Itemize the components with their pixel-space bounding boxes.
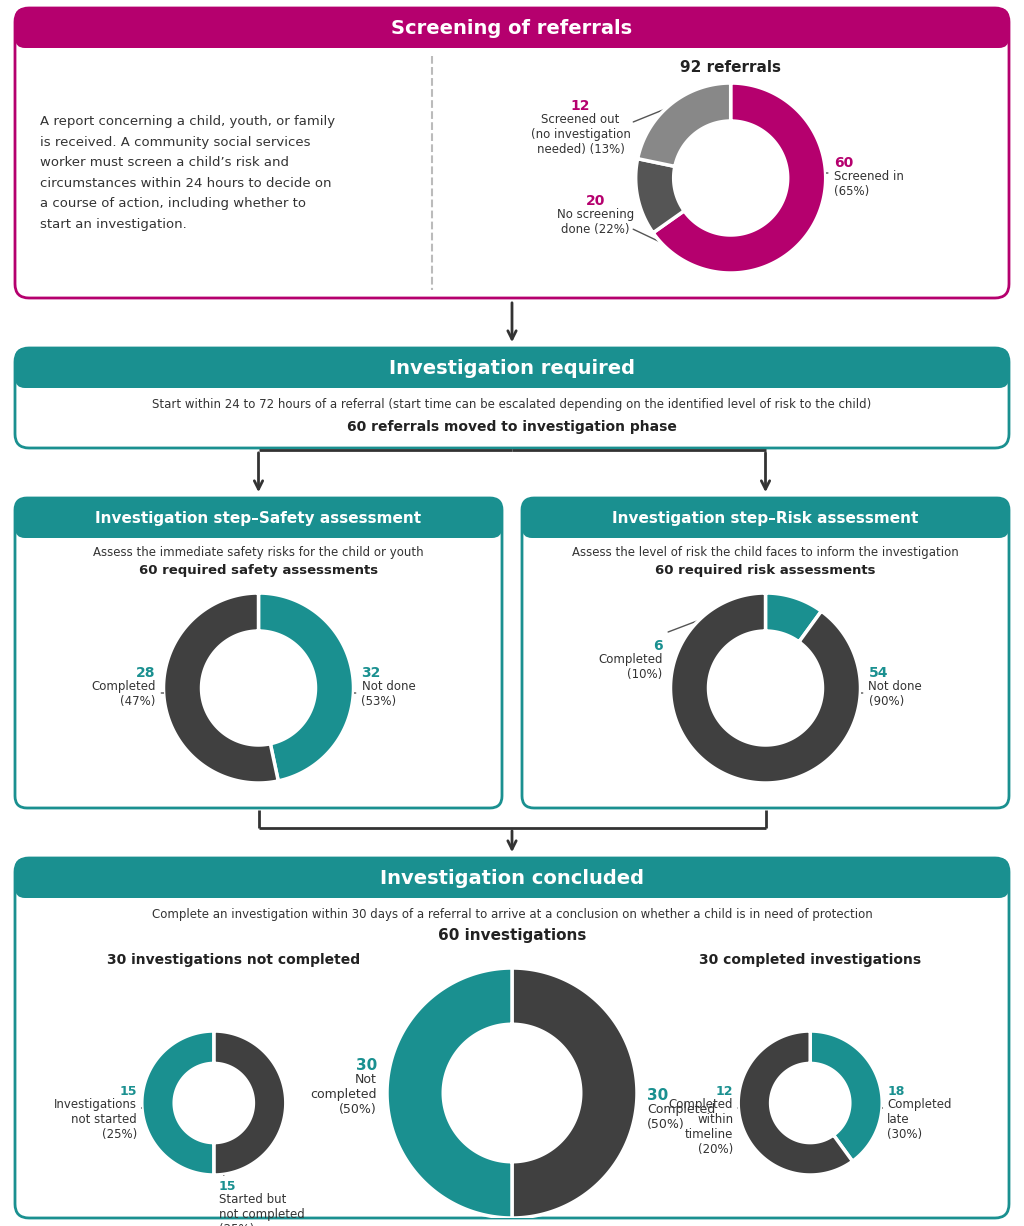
Text: 60 referrals moved to investigation phase: 60 referrals moved to investigation phas…: [347, 421, 677, 434]
Text: 18: 18: [887, 1085, 904, 1098]
Text: 92 referrals: 92 referrals: [680, 60, 781, 75]
FancyBboxPatch shape: [15, 9, 1009, 48]
Text: 15: 15: [120, 1085, 137, 1098]
Polygon shape: [638, 83, 731, 167]
Text: Assess the immediate safety risks for the child or youth: Assess the immediate safety risks for th…: [93, 546, 424, 559]
Text: 12: 12: [716, 1085, 733, 1098]
FancyBboxPatch shape: [15, 348, 1009, 387]
Polygon shape: [738, 1031, 853, 1175]
Text: 60 required safety assessments: 60 required safety assessments: [139, 564, 378, 577]
Text: 32: 32: [361, 666, 381, 680]
FancyBboxPatch shape: [522, 498, 1009, 808]
Text: 30: 30: [647, 1087, 669, 1103]
FancyBboxPatch shape: [15, 498, 502, 808]
Polygon shape: [512, 969, 637, 1217]
Polygon shape: [810, 1031, 883, 1161]
Polygon shape: [671, 593, 860, 783]
Text: Investigation step–Safety assessment: Investigation step–Safety assessment: [95, 510, 422, 526]
FancyBboxPatch shape: [15, 348, 1009, 447]
Text: Not
completed
(50%): Not completed (50%): [310, 1073, 377, 1116]
Text: Investigation step–Risk assessment: Investigation step–Risk assessment: [612, 510, 919, 526]
Text: 30 investigations not completed: 30 investigations not completed: [108, 953, 360, 967]
Text: Screened in
(65%): Screened in (65%): [834, 170, 903, 199]
Text: 28: 28: [136, 666, 156, 680]
Text: Completed
(50%): Completed (50%): [647, 1103, 715, 1132]
Text: Not done
(90%): Not done (90%): [868, 680, 923, 707]
Text: 6: 6: [653, 639, 663, 653]
Polygon shape: [164, 593, 279, 783]
FancyBboxPatch shape: [15, 858, 1009, 1217]
Text: Assess the level of risk the child faces to inform the investigation: Assess the level of risk the child faces…: [572, 546, 958, 559]
Text: 60 required risk assessments: 60 required risk assessments: [655, 564, 876, 577]
Text: Started but
not completed
(25%): Started but not completed (25%): [219, 1193, 304, 1226]
Text: Screened out
(no investigation
needed) (13%): Screened out (no investigation needed) (…: [530, 113, 631, 156]
Text: Investigations
not started
(25%): Investigations not started (25%): [54, 1098, 137, 1141]
Text: 20: 20: [586, 194, 605, 208]
Text: Investigation required: Investigation required: [389, 358, 635, 378]
Polygon shape: [653, 83, 825, 273]
Polygon shape: [258, 593, 353, 781]
Text: Complete an investigation within 30 days of a referral to arrive at a conclusion: Complete an investigation within 30 days…: [152, 908, 872, 921]
Text: Completed
late
(30%): Completed late (30%): [887, 1098, 951, 1141]
Text: 30: 30: [355, 1058, 377, 1073]
Text: 15: 15: [219, 1179, 237, 1193]
Text: No screening
done (22%): No screening done (22%): [557, 208, 634, 235]
FancyBboxPatch shape: [15, 498, 502, 538]
Text: Screening of referrals: Screening of referrals: [391, 18, 633, 38]
Polygon shape: [214, 1031, 286, 1175]
Text: Investigation concluded: Investigation concluded: [380, 868, 644, 888]
Polygon shape: [141, 1031, 214, 1175]
FancyBboxPatch shape: [15, 858, 1009, 897]
Text: Start within 24 to 72 hours of a referral (start time can be escalated depending: Start within 24 to 72 hours of a referra…: [153, 398, 871, 411]
Text: 60 investigations: 60 investigations: [438, 928, 586, 943]
Polygon shape: [766, 593, 821, 642]
Text: Not done
(53%): Not done (53%): [361, 680, 416, 707]
Text: 12: 12: [571, 99, 591, 113]
Polygon shape: [387, 969, 512, 1217]
Text: 60: 60: [834, 156, 853, 170]
Text: 54: 54: [868, 666, 888, 680]
FancyBboxPatch shape: [15, 9, 1009, 298]
Text: A report concerning a child, youth, or family
is received. A community social se: A report concerning a child, youth, or f…: [40, 115, 335, 230]
Text: Completed
(47%): Completed (47%): [91, 680, 156, 707]
FancyBboxPatch shape: [522, 498, 1009, 538]
Text: Completed
(10%): Completed (10%): [598, 653, 663, 680]
Text: Completed
within
timeline
(20%): Completed within timeline (20%): [669, 1098, 733, 1156]
Text: 30 completed investigations: 30 completed investigations: [699, 953, 922, 967]
Polygon shape: [636, 158, 684, 233]
